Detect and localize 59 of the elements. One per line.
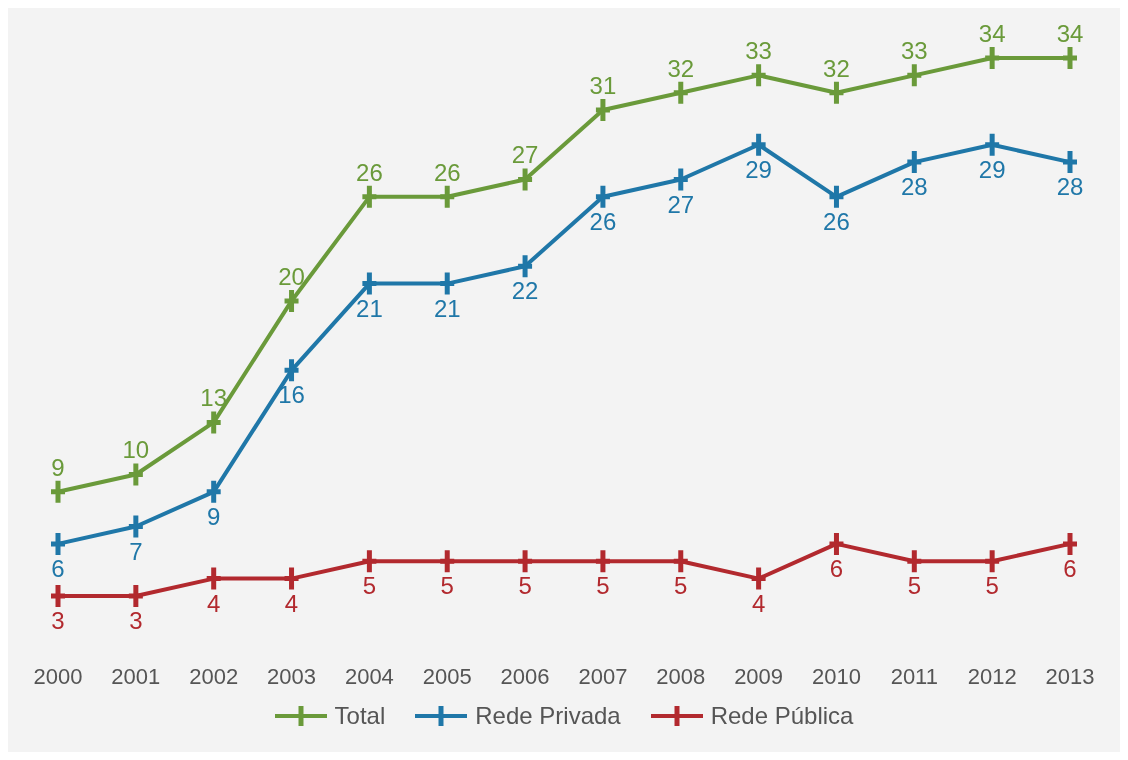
data-label: 27 bbox=[511, 141, 539, 169]
data-label: 4 bbox=[284, 589, 299, 617]
data-label: 5 bbox=[596, 572, 610, 600]
data-label: 21 bbox=[433, 294, 461, 322]
x-tick-label: 2010 bbox=[811, 663, 861, 689]
data-label: 26 bbox=[823, 207, 850, 235]
x-tick-label: 2008 bbox=[656, 663, 706, 689]
data-label: 32 bbox=[667, 54, 695, 82]
data-label: 3 bbox=[51, 606, 65, 634]
data-label: 6 bbox=[829, 554, 844, 582]
data-label: 5 bbox=[440, 572, 454, 600]
legend-label: Total bbox=[334, 702, 386, 730]
data-label: 29 bbox=[978, 155, 1006, 183]
data-label: 20 bbox=[278, 262, 305, 290]
x-tick-label: 2003 bbox=[267, 663, 317, 689]
data-label: 34 bbox=[1056, 20, 1084, 47]
x-tick-label: 2012 bbox=[967, 663, 1017, 689]
x-tick-label: 2006 bbox=[500, 663, 550, 689]
x-tick-label: 2004 bbox=[344, 663, 394, 689]
x-tick-label: 2007 bbox=[578, 663, 628, 689]
data-label: 13 bbox=[200, 384, 228, 412]
data-label: 9 bbox=[207, 502, 221, 530]
legend-label: Rede Privada bbox=[475, 702, 621, 730]
x-tick-label: 2000 bbox=[33, 663, 83, 689]
data-label: 27 bbox=[667, 190, 695, 218]
data-label: 5 bbox=[674, 572, 688, 600]
x-tick-label: 2009 bbox=[734, 663, 784, 689]
data-label: 21 bbox=[356, 294, 383, 322]
data-label: 33 bbox=[900, 37, 928, 65]
data-label: 4 bbox=[207, 589, 221, 617]
data-label: 26 bbox=[589, 207, 617, 235]
x-tick-label: 2011 bbox=[890, 663, 938, 689]
data-label: 5 bbox=[907, 572, 921, 600]
data-label: 34 bbox=[978, 20, 1006, 47]
data-label: 7 bbox=[129, 537, 143, 565]
data-label: 32 bbox=[823, 54, 850, 82]
x-tick-label: 2005 bbox=[422, 663, 472, 689]
data-label: 6 bbox=[1063, 554, 1077, 582]
data-label: 6 bbox=[51, 554, 65, 582]
data-label: 10 bbox=[122, 436, 150, 464]
data-label: 16 bbox=[278, 381, 305, 409]
data-label: 5 bbox=[518, 572, 532, 600]
legend-label: Rede Pública bbox=[710, 702, 854, 730]
data-label: 28 bbox=[1056, 173, 1084, 201]
data-label: 22 bbox=[511, 277, 539, 305]
data-label: 31 bbox=[589, 72, 617, 100]
x-tick-label: 2001 bbox=[111, 663, 161, 689]
data-label: 9 bbox=[51, 453, 65, 481]
x-tick-label: 2002 bbox=[189, 663, 239, 689]
data-label: 29 bbox=[745, 155, 772, 183]
x-tick-label: 2013 bbox=[1045, 663, 1095, 689]
data-label: 33 bbox=[745, 37, 772, 65]
data-label: 26 bbox=[356, 158, 383, 186]
data-label: 5 bbox=[985, 572, 999, 600]
data-label: 26 bbox=[433, 158, 461, 186]
data-label: 3 bbox=[129, 606, 143, 634]
data-label: 4 bbox=[751, 589, 766, 617]
data-label: 5 bbox=[362, 572, 377, 600]
data-label: 28 bbox=[900, 173, 928, 201]
